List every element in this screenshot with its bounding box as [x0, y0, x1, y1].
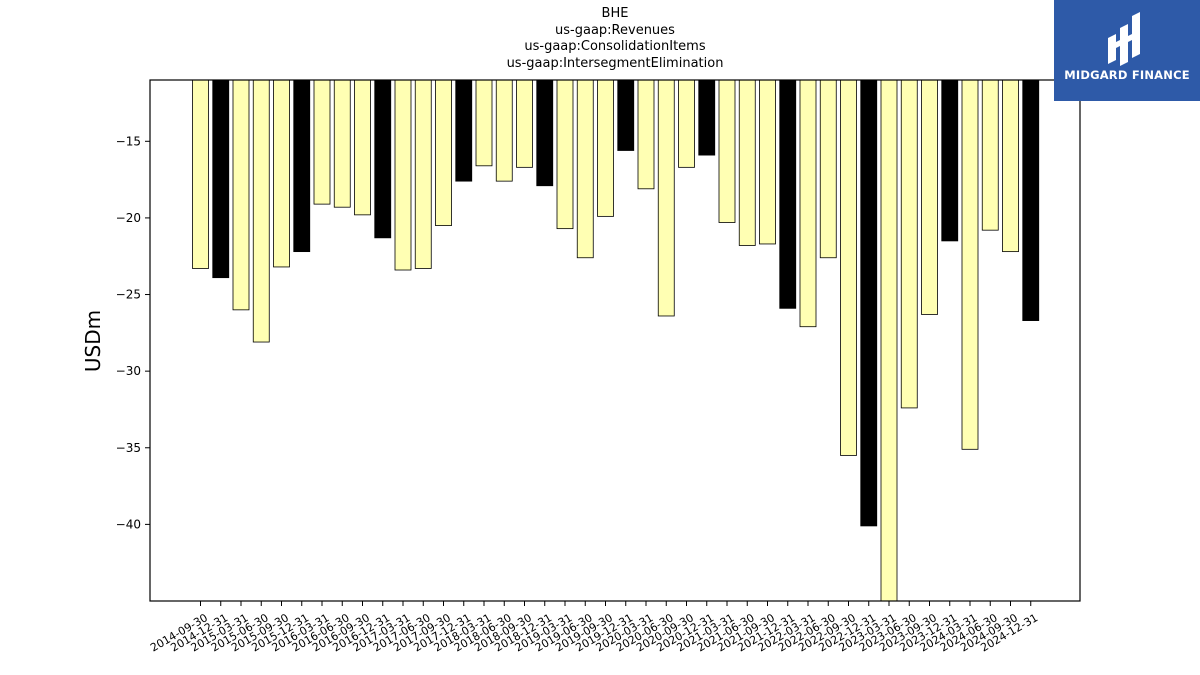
y-tick-label: −15	[116, 134, 141, 148]
chart-title-line-4: us-gaap:IntersegmentElimination	[506, 55, 724, 71]
bar-2018-06-30	[495, 79, 513, 182]
bar-2020-03-31	[637, 79, 655, 190]
y-axis-label: USDm	[81, 310, 105, 372]
bar-2019-03-31	[556, 79, 574, 230]
bar-2016-03-31	[313, 79, 331, 205]
bar-2024-03-31	[961, 79, 979, 450]
bar-2020-09-30	[678, 79, 695, 168]
bar-2022-12-31	[860, 79, 878, 527]
bar-2021-03-31	[718, 79, 736, 223]
bar-2017-06-30	[414, 79, 432, 269]
bar-2018-03-31	[475, 79, 493, 167]
bar-2022-03-31	[799, 79, 817, 328]
bar-2020-06-30	[657, 79, 675, 317]
bar-2018-12-31	[536, 79, 554, 187]
midgard-logo-icon	[1108, 12, 1140, 66]
bar-2019-12-31	[617, 79, 635, 151]
x-axis: 2014-09-302014-12-312015-03-312015-06-30…	[148, 601, 1040, 654]
chart-title-line-1: BHE	[601, 6, 629, 21]
bar-2016-06-30	[333, 79, 351, 208]
bar-2016-09-30	[354, 79, 371, 216]
bar-2014-12-31	[212, 79, 230, 279]
bar-2023-09-30	[921, 79, 938, 315]
bar-2019-06-30	[576, 79, 594, 259]
bar-2024-12-31	[1022, 79, 1040, 321]
brand-logo: MIDGARD FINANCE	[1054, 0, 1200, 101]
y-tick-label: −35	[116, 441, 141, 455]
bar-2015-03-31	[232, 79, 250, 311]
bar-2021-09-30	[759, 79, 776, 245]
chart-title-line-2: us-gaap:Revenues	[555, 22, 675, 38]
bar-2021-12-31	[779, 79, 797, 309]
y-tick-label: −30	[116, 364, 141, 378]
bar-2023-03-31	[880, 79, 898, 602]
bar-2015-12-31	[293, 79, 311, 253]
brand-name: MIDGARD FINANCE	[1064, 68, 1190, 82]
bar-2017-12-31	[455, 79, 473, 182]
bar-2019-09-30	[597, 79, 614, 217]
bar-2020-12-31	[698, 79, 716, 156]
bars-group	[192, 79, 1040, 602]
bar-2022-06-30	[819, 79, 837, 259]
bar-2024-06-30	[981, 79, 999, 231]
bar-2024-09-30	[1002, 79, 1019, 253]
bar-2014-09-30	[192, 79, 209, 269]
chart-title: BHE us-gaap:Revenues us-gaap:Consolidati…	[0, 6, 1200, 72]
bar-2015-06-30	[252, 79, 270, 343]
bar-2023-12-31	[941, 79, 959, 242]
bar-2022-09-30	[840, 79, 857, 456]
y-tick-label: −20	[116, 211, 141, 225]
chart-title-line-3: us-gaap:ConsolidationItems	[524, 39, 706, 54]
y-tick-label: −40	[116, 517, 141, 531]
bar-2017-09-30	[435, 79, 452, 226]
bar-2017-03-31	[394, 79, 412, 271]
bar-2018-09-30	[516, 79, 533, 168]
plot-frame	[149, 79, 1081, 602]
bar-2016-12-31	[374, 79, 392, 239]
bar-2015-09-30	[273, 79, 290, 268]
y-axis: −15 −20 −25 −30 −35 −40	[116, 134, 150, 531]
y-tick-label: −25	[116, 288, 141, 302]
bar-2021-06-30	[738, 79, 756, 246]
bar-2023-06-30	[900, 79, 918, 409]
